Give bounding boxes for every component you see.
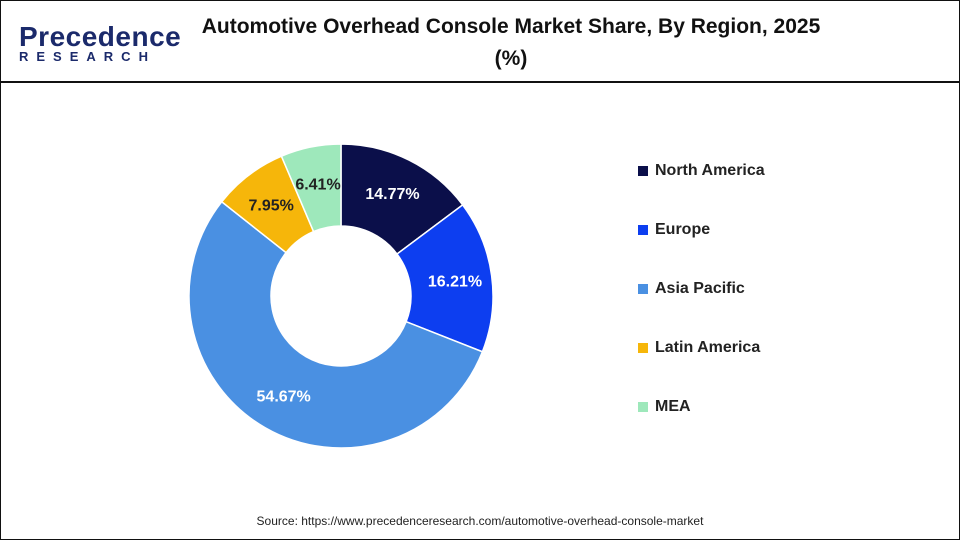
data-label: 54.67%	[257, 389, 311, 406]
legend-swatch	[638, 284, 648, 294]
legend-item: North America	[638, 162, 765, 180]
legend-swatch	[638, 402, 648, 412]
legend-item: Asia Pacific	[638, 280, 745, 298]
legend-label: Asia Pacific	[655, 280, 745, 297]
data-label: 16.21%	[428, 274, 482, 291]
legend-item: Latin America	[638, 339, 760, 357]
legend-swatch	[638, 166, 648, 176]
precedence-research-logo: Precedence RESEARCH	[19, 21, 181, 64]
logo-line2: RESEARCH	[19, 49, 156, 64]
legend-label: Latin America	[655, 339, 761, 356]
legend-item: MEA	[638, 398, 691, 416]
source-note: Source: https://www.precedenceresearch.c…	[256, 514, 704, 528]
logo-line1: Precedence	[19, 21, 182, 52]
legend-item: Europe	[638, 221, 710, 239]
legend-swatch	[638, 343, 648, 353]
data-label: 14.77%	[365, 186, 419, 203]
legend-label: MEA	[655, 398, 691, 415]
slice-mea	[280, 143, 342, 233]
header: Precedence RESEARCH Automotive Overhead …	[1, 1, 959, 83]
legend-swatch	[638, 225, 648, 235]
data-label: 6.41%	[295, 176, 340, 193]
legend-label: Europe	[655, 221, 711, 238]
chart-title: Automotive Overhead Console Market Share…	[201, 15, 821, 70]
slice-asia-pacific	[188, 200, 484, 449]
slice-europe	[395, 203, 494, 353]
data-label: 7.95%	[248, 198, 293, 215]
legend-label: North America	[655, 162, 765, 179]
